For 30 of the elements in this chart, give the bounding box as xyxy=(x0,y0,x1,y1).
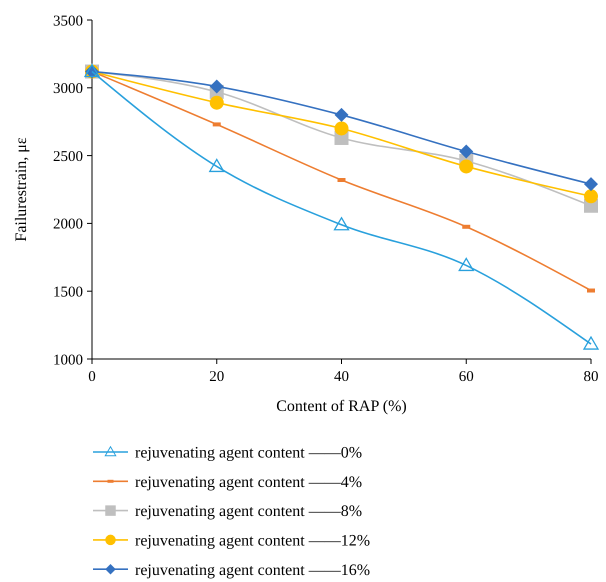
point xyxy=(334,121,348,136)
y-tick-label: 2000 xyxy=(53,216,83,233)
point xyxy=(584,177,598,192)
point xyxy=(583,336,599,350)
x-tick-label: 0 xyxy=(88,369,96,385)
point xyxy=(334,108,348,122)
legend-label: rejuvenating agent content ——16% xyxy=(135,562,370,579)
y-axis-title: Failurestrain, με xyxy=(13,137,30,242)
legend-label: rejuvenating agent content ——12% xyxy=(135,532,370,550)
x-tick-label: 20 xyxy=(209,369,224,385)
point xyxy=(210,79,224,94)
legend-label: rejuvenating agent content ——4% xyxy=(135,474,362,491)
y-tick-label: 1000 xyxy=(53,352,83,368)
point xyxy=(459,159,474,174)
x-axis-title: Content of RAP (%) xyxy=(276,398,407,415)
x-tick-label: 80 xyxy=(584,369,598,385)
x-tick-label: 40 xyxy=(334,369,349,385)
legend-label: rejuvenating agent content ——0% xyxy=(135,444,362,462)
point xyxy=(210,96,224,110)
y-tick-label: 3500 xyxy=(53,13,83,30)
x-tick-label: 60 xyxy=(458,369,474,385)
y-tick-label: 1500 xyxy=(53,284,83,300)
point xyxy=(584,189,598,204)
y-tick-label: 3000 xyxy=(53,81,83,98)
point xyxy=(209,158,224,172)
y-tick-label: 2500 xyxy=(53,148,83,165)
point xyxy=(458,258,474,272)
point xyxy=(459,144,474,159)
legend-label: rejuvenating agent content ——8% xyxy=(135,503,362,520)
point xyxy=(334,217,350,230)
